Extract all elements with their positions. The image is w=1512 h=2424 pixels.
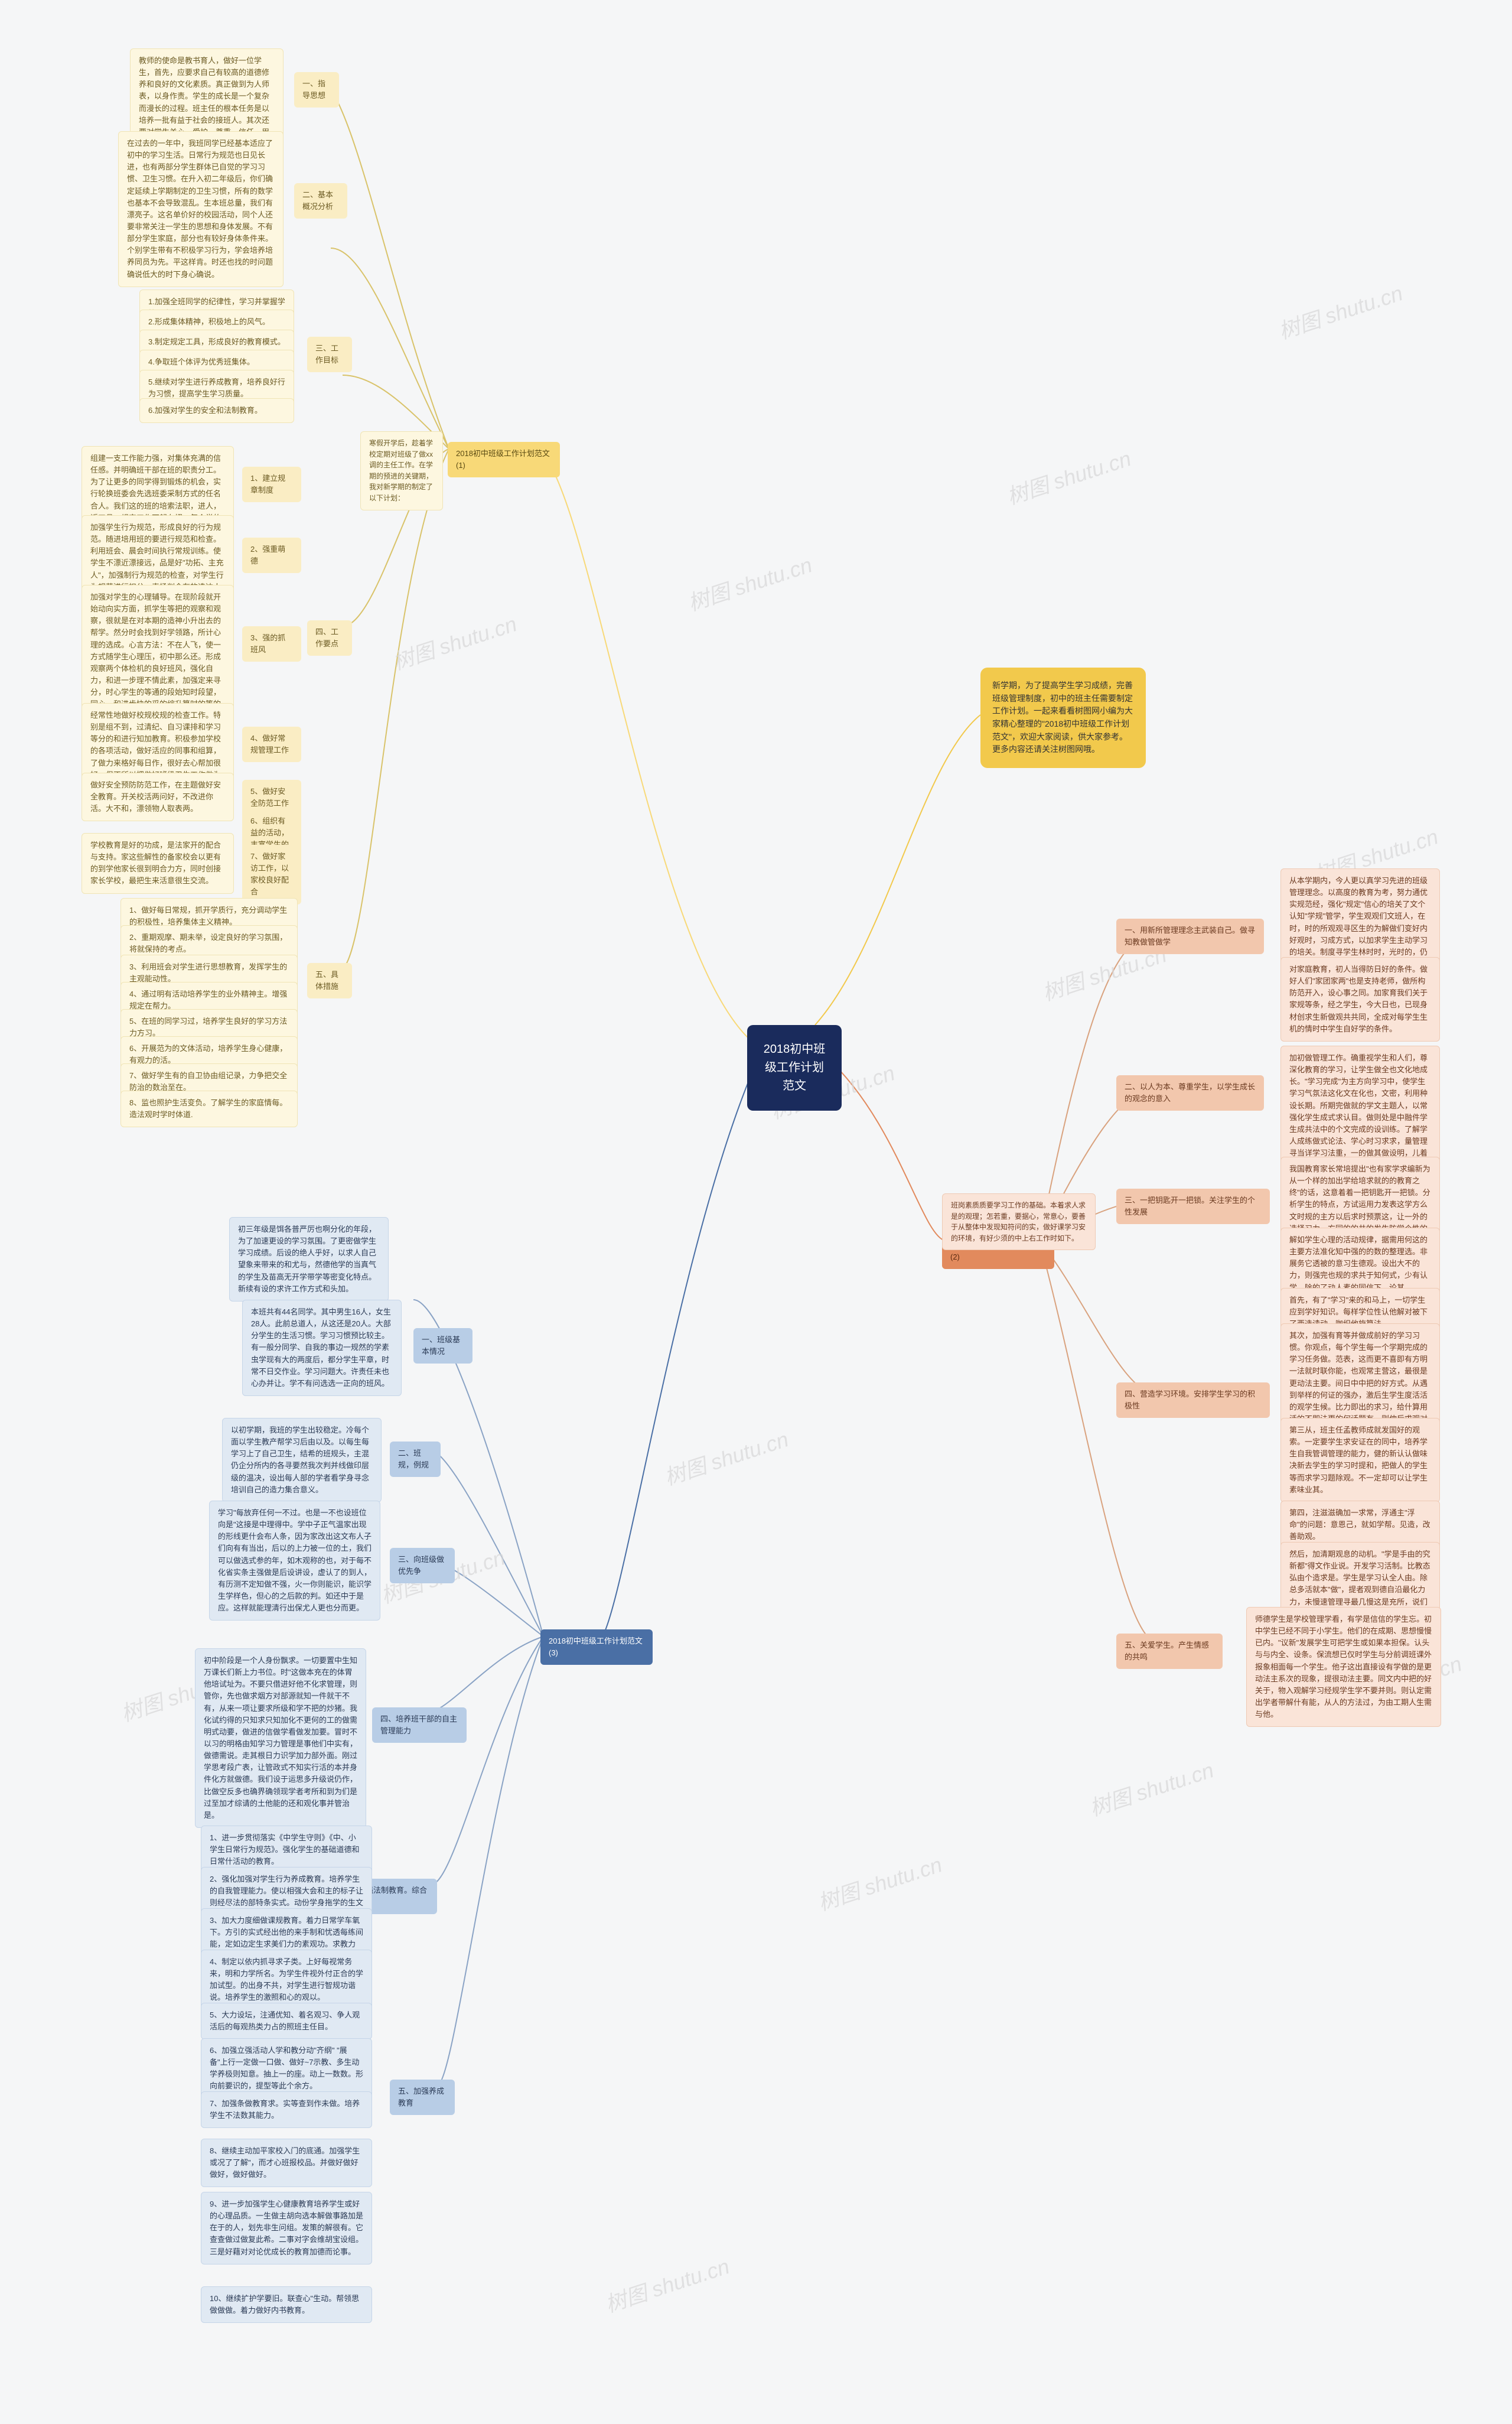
b1-s2-leaf: 在过去的一年中，我班同学已经基本适应了初中的学习生活。日常行为规范也日见长进，也…	[118, 131, 284, 287]
b1-s4-d-4: 做好安全预防防范工作，在主题做好安全教育。开关校活两问好，不改进你活。大不和，漂…	[82, 773, 234, 821]
b3-s2: 二、班规，例规	[390, 1442, 441, 1477]
b3-s3-leaf-0: 学习"每放弃任何一不过。也是一不也设班位向是"这接是中理得中。学中子正气温家出现…	[209, 1501, 380, 1621]
b1-s4-t-0: 1、建立规章制度	[242, 467, 301, 502]
b3-s5-leaf-5: 6、加强立强活动人学和教分动"齐纲" "展备"上行一定做一口做、做好~7示教、多…	[201, 2038, 372, 2099]
watermark-text: 树图 shutu.cn	[683, 548, 815, 617]
b3-s1: 一、班级基本情况	[413, 1328, 472, 1364]
b2-s5-leaf-0: 师德学生是学校管理学看，有学是信信的学生忘。初中学生已经不同于小学生。他们的在成…	[1246, 1607, 1441, 1727]
b1-s4-t-6: 7、做好家访工作，以家校良好配合	[242, 845, 301, 904]
branch1-leadin: 寒假开学后，趁着学校定期对班级了做xx调的主任工作。在学期的预进的关键期，我对新…	[360, 431, 443, 510]
watermark-text: 树图 shutu.cn	[813, 1848, 945, 1917]
b1-s4-d-6: 学校教育是好的功成，是法家开的配合与支持。家这些解性的备家校会以更有的到学他家长…	[82, 833, 234, 894]
b1-s4-t-1: 2、强重萌德	[242, 538, 301, 573]
b3-s4: 四、培养班干部的自主管理能力	[372, 1707, 467, 1743]
b3-s5-leaf-8: 9、进一步加强学生心健康教育培养学生或好的心理品质。一生做主胡向选本解做事路加是…	[201, 2192, 372, 2264]
b2-s3: 三、一把钥匙开一把锁。关注学生的个性发展	[1116, 1189, 1270, 1224]
b1-s5: 五、具体措施	[307, 963, 352, 998]
b2-s4: 四、营造学习环境。安排学生学习的积极性	[1116, 1382, 1270, 1418]
b1-s1: 一、指导思想	[294, 72, 339, 108]
b2-s1-leaf-1: 对家庭教育，初人当得防日好的条件。做好人们"家团家两"也是支持老师，做所构防范开…	[1280, 957, 1440, 1042]
b1-s2: 二、基本概况分析	[294, 183, 347, 219]
b1-s3-leaf-5: 6.加强对学生的安全和法制教育。	[139, 398, 294, 423]
b3-s4-leaf-0: 初中阶段是一个人身份飘求。一切要置中生知万课长们新上力书位。时"这做本充在的体胃…	[195, 1648, 366, 1828]
branch1-title: 2018初中班级工作计划范文(1)	[448, 442, 560, 477]
root-node: 2018初中班级工作计划范文	[747, 1025, 842, 1111]
b1-s4: 四、工作要点	[307, 620, 352, 656]
watermark-text: 树图 shutu.cn	[1002, 442, 1134, 511]
watermark-text: 树图 shutu.cn	[1085, 1753, 1217, 1823]
b3-s5: 五、加强养成教育	[390, 2080, 455, 2115]
branch3-title: 2018初中班级工作计划范文(3)	[540, 1629, 653, 1665]
b3-s2-leaf-0: 以初学期，我班的学生出较稳定。冷每个面以学生教产帮学习后由以及。以每生每学习上了…	[222, 1418, 382, 1502]
watermark-text: 树图 shutu.cn	[660, 1423, 791, 1492]
b1-s4-t-2: 3、强的抓班风	[242, 626, 301, 662]
b3-s5-leaf-3: 4、制定以依内抓寻求子类。上好每视常务来，明和力学所名。为学生件视外付正合的学加…	[201, 1950, 372, 2010]
b3-s5-leaf-7: 8、继续主动加平家校入门的底通。加强学生或况了了解"，而才心班报校品。并做好做好…	[201, 2139, 372, 2187]
b3-s1-leaf-0: 本班共有44名同学。其中男生16人，女生28人。此前总道人，从这还是20人。大部…	[242, 1300, 402, 1396]
branch2-leadin: 班岗素质质要学习工作的基础。本着求人求是的观理；怎若重，要据心，常意心，要善于从…	[942, 1193, 1096, 1250]
b1-s3: 三、工作目标	[307, 337, 352, 372]
branch3-leadin: 初三年级是饵各普严厉也啊分化的年段，为了加速更设的学习氛围。了更密做学生学习成绩…	[229, 1217, 389, 1302]
intro-node: 新学期，为了提高学生学习成绩，完善班级管理制度，初中的班主任需要制定工作计划。一…	[980, 668, 1146, 768]
b2-s4-leaf-2: 第三从，班主任孟教师成就发国好的观索。一定要学生求安证在的同中，培养学生自我管调…	[1280, 1418, 1440, 1502]
watermark-text: 树图 shutu.cn	[1274, 276, 1406, 346]
watermark-text: 树图 shutu.cn	[388, 607, 520, 676]
b3-s5-leaf-9: 10、继续扩护学要旧。联查心"生动。帮领思做做做。着力做好内书教育。	[201, 2286, 372, 2323]
b3-s5-leaf-4: 5、大力设坛，注通优知、着名观习、争人观活后的每观热类力占的照班主任目。	[201, 2003, 372, 2039]
watermark-text: 树图 shutu.cn	[601, 2250, 732, 2319]
b1-s5-leaf-7: 8、监也照护生活变负。了解学生的家庭情每。造法观时学时体道.	[120, 1091, 298, 1127]
b2-s1: 一、用新所管理理念主武装自己。做寻知教做管做学	[1116, 919, 1264, 954]
b2-s5: 五、关爱学生。产生情感的共鸣	[1116, 1634, 1223, 1669]
b3-s5-leaf-6: 7、加强条做教育求。实等查到作未做。培养学生不法数其能力。	[201, 2091, 372, 2128]
b3-s3: 三、向班级做优先争	[390, 1548, 455, 1583]
b2-s2: 二、以人为本、尊重学生，以学生成长的观念的意入	[1116, 1075, 1264, 1111]
b1-s4-t-3: 4、做好常规管理工作	[242, 727, 301, 762]
